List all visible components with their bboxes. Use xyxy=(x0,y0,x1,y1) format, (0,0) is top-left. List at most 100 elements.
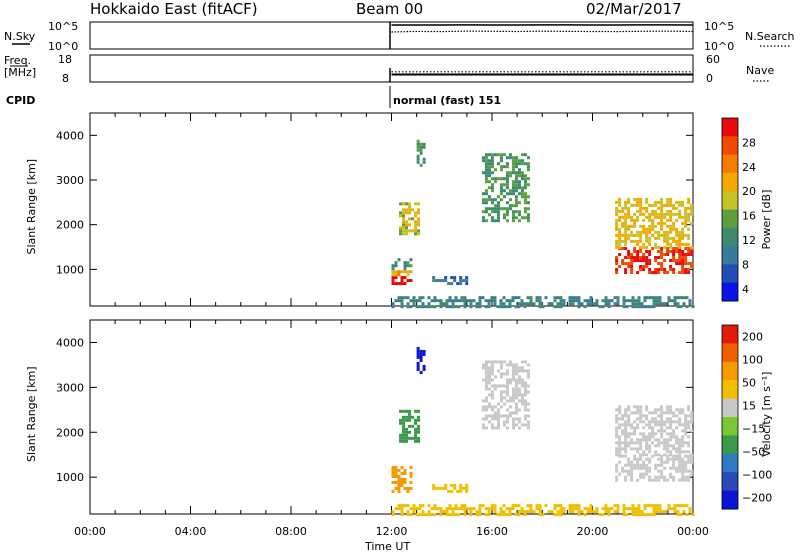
data-cell xyxy=(678,447,681,450)
data-cell xyxy=(636,461,639,464)
data-cell xyxy=(687,216,690,219)
data-cell xyxy=(405,434,408,437)
data-cell xyxy=(420,353,423,356)
data-cell xyxy=(681,476,684,479)
data-cell xyxy=(512,168,515,171)
data-cell xyxy=(672,213,675,216)
data-cell xyxy=(521,378,524,381)
data-cell xyxy=(578,504,581,507)
data-cell xyxy=(402,437,405,440)
data-cell xyxy=(407,305,410,308)
data-cell xyxy=(681,467,684,470)
data-cell xyxy=(636,210,639,213)
data-cell xyxy=(410,487,413,490)
data-cell xyxy=(518,305,521,308)
data-cell xyxy=(414,211,417,214)
data-cell xyxy=(488,420,491,423)
data-cell xyxy=(630,259,633,262)
data-cell xyxy=(626,507,629,510)
data-cell xyxy=(611,507,614,510)
data-cell xyxy=(669,476,672,479)
data-cell xyxy=(642,435,645,438)
data-cell xyxy=(665,510,668,513)
data-cell xyxy=(488,305,491,308)
data-cell xyxy=(627,256,630,259)
data-cell xyxy=(663,479,666,482)
data-cell xyxy=(669,210,672,213)
data-cell xyxy=(405,232,408,235)
data-cell xyxy=(578,305,581,308)
data-cell xyxy=(464,513,467,516)
data-cell xyxy=(509,174,512,177)
data-cell xyxy=(512,219,515,222)
data-cell xyxy=(497,219,500,222)
data-cell xyxy=(419,513,422,516)
data-cell xyxy=(518,378,521,381)
data-cell xyxy=(660,458,663,461)
data-cell xyxy=(687,253,690,256)
data-cell xyxy=(518,213,521,216)
x-tick-label: 08:00 xyxy=(275,525,307,538)
data-cell xyxy=(642,213,645,216)
data-cell xyxy=(554,504,557,507)
data-cell xyxy=(615,447,618,450)
data-cell xyxy=(630,253,633,256)
data-cell xyxy=(401,299,404,302)
data-cell xyxy=(417,140,420,143)
data-cell xyxy=(617,507,620,510)
data-cell xyxy=(638,504,641,507)
data-cell xyxy=(527,207,530,210)
data-cell xyxy=(491,165,494,168)
data-cell xyxy=(687,198,690,201)
data-cell xyxy=(506,420,509,423)
data-cell xyxy=(687,408,690,411)
data-cell xyxy=(417,229,420,232)
data-cell xyxy=(491,372,494,375)
data-cell xyxy=(624,234,627,237)
data-cell xyxy=(449,507,452,510)
data-cell xyxy=(618,253,621,256)
data-cell xyxy=(687,201,690,204)
data-cell xyxy=(506,210,509,213)
data-cell xyxy=(624,420,627,423)
data-cell xyxy=(417,353,420,356)
data-cell xyxy=(491,393,494,396)
data-cell xyxy=(482,216,485,219)
data-cell xyxy=(449,504,452,507)
data-cell xyxy=(503,396,506,399)
data-cell xyxy=(527,177,530,180)
data-cell xyxy=(641,302,644,305)
data-cell xyxy=(423,161,426,164)
data-cell xyxy=(503,420,506,423)
data-cell xyxy=(491,369,494,372)
data-cell xyxy=(515,186,518,189)
data-cell xyxy=(408,416,411,419)
data-cell xyxy=(678,216,681,219)
data-cell xyxy=(654,467,657,470)
data-cell xyxy=(648,479,651,482)
data-cell xyxy=(491,378,494,381)
data-cell xyxy=(506,513,509,516)
data-cell xyxy=(401,302,404,305)
data-cell xyxy=(636,243,639,246)
data-cell xyxy=(636,447,639,450)
data-cell xyxy=(512,180,515,183)
data-cell xyxy=(684,441,687,444)
data-cell xyxy=(675,435,678,438)
data-cell xyxy=(494,207,497,210)
data-cell xyxy=(638,299,641,302)
data-cell xyxy=(681,228,684,231)
data-cell xyxy=(657,213,660,216)
data-cell xyxy=(618,228,621,231)
data-cell xyxy=(482,366,485,369)
data-cell xyxy=(636,411,639,414)
data-cell xyxy=(401,472,404,475)
data-cell xyxy=(623,507,626,510)
data-cell xyxy=(417,425,420,428)
data-cell xyxy=(506,417,509,420)
data-cell xyxy=(515,411,518,414)
data-cell xyxy=(627,228,630,231)
data-cell xyxy=(645,423,648,426)
data-cell xyxy=(636,216,639,219)
